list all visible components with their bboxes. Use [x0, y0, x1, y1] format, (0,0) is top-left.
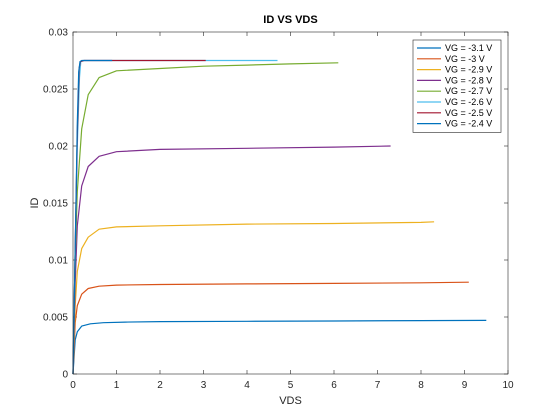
- series-line-3: [72, 221, 435, 375]
- legend-label: VG = -2.8 V: [445, 75, 492, 85]
- x-tick-label: 3: [201, 380, 207, 391]
- legend-label: VG = -2.7 V: [445, 86, 492, 96]
- x-tick-label: 2: [157, 380, 163, 391]
- x-tick-label: 8: [418, 380, 424, 391]
- y-tick-label: 0.03: [49, 28, 69, 39]
- legend: VG = -3.1 VVG = -3 VVG = -2.9 VVG = -2.8…: [412, 39, 502, 133]
- series-line-5: [72, 62, 339, 375]
- legend-label: VG = -3.1 V: [445, 43, 492, 53]
- chart-title: ID VS VDS: [263, 14, 317, 26]
- y-tick-label: 0.02: [49, 142, 69, 153]
- y-tick-label: 0.01: [49, 256, 69, 267]
- x-tick-label: 5: [288, 380, 294, 391]
- x-axis-label: VDS: [279, 395, 302, 407]
- x-tick-label: 4: [244, 380, 250, 391]
- series-line-2: [72, 281, 469, 375]
- x-tick-label: 7: [375, 380, 381, 391]
- x-tick-label: 0: [70, 380, 76, 391]
- y-axis-label: ID: [29, 197, 41, 208]
- legend-label: VG = -3 V: [445, 54, 485, 64]
- legend-label: VG = -2.9 V: [445, 65, 492, 75]
- y-tick-label: 0.015: [43, 199, 68, 210]
- legend-label: VG = -2.5 V: [445, 108, 492, 118]
- y-tick-label: 0.005: [43, 313, 68, 324]
- y-tick-label: 0: [62, 370, 68, 381]
- legend-label: VG = -2.4 V: [445, 119, 492, 129]
- series-line-1: [72, 319, 487, 375]
- x-tick-label: 1: [114, 380, 120, 391]
- legend-box: [412, 39, 502, 133]
- legend-label: VG = -2.6 V: [445, 97, 492, 107]
- x-tick-label: 6: [331, 380, 337, 391]
- series-line-4: [72, 145, 391, 375]
- x-tick-label: 10: [502, 380, 514, 391]
- series-line-8: [72, 59, 113, 375]
- axes-box: [72, 31, 509, 375]
- y-tick-label: 0.025: [43, 85, 68, 96]
- x-tick-label: 9: [462, 380, 468, 391]
